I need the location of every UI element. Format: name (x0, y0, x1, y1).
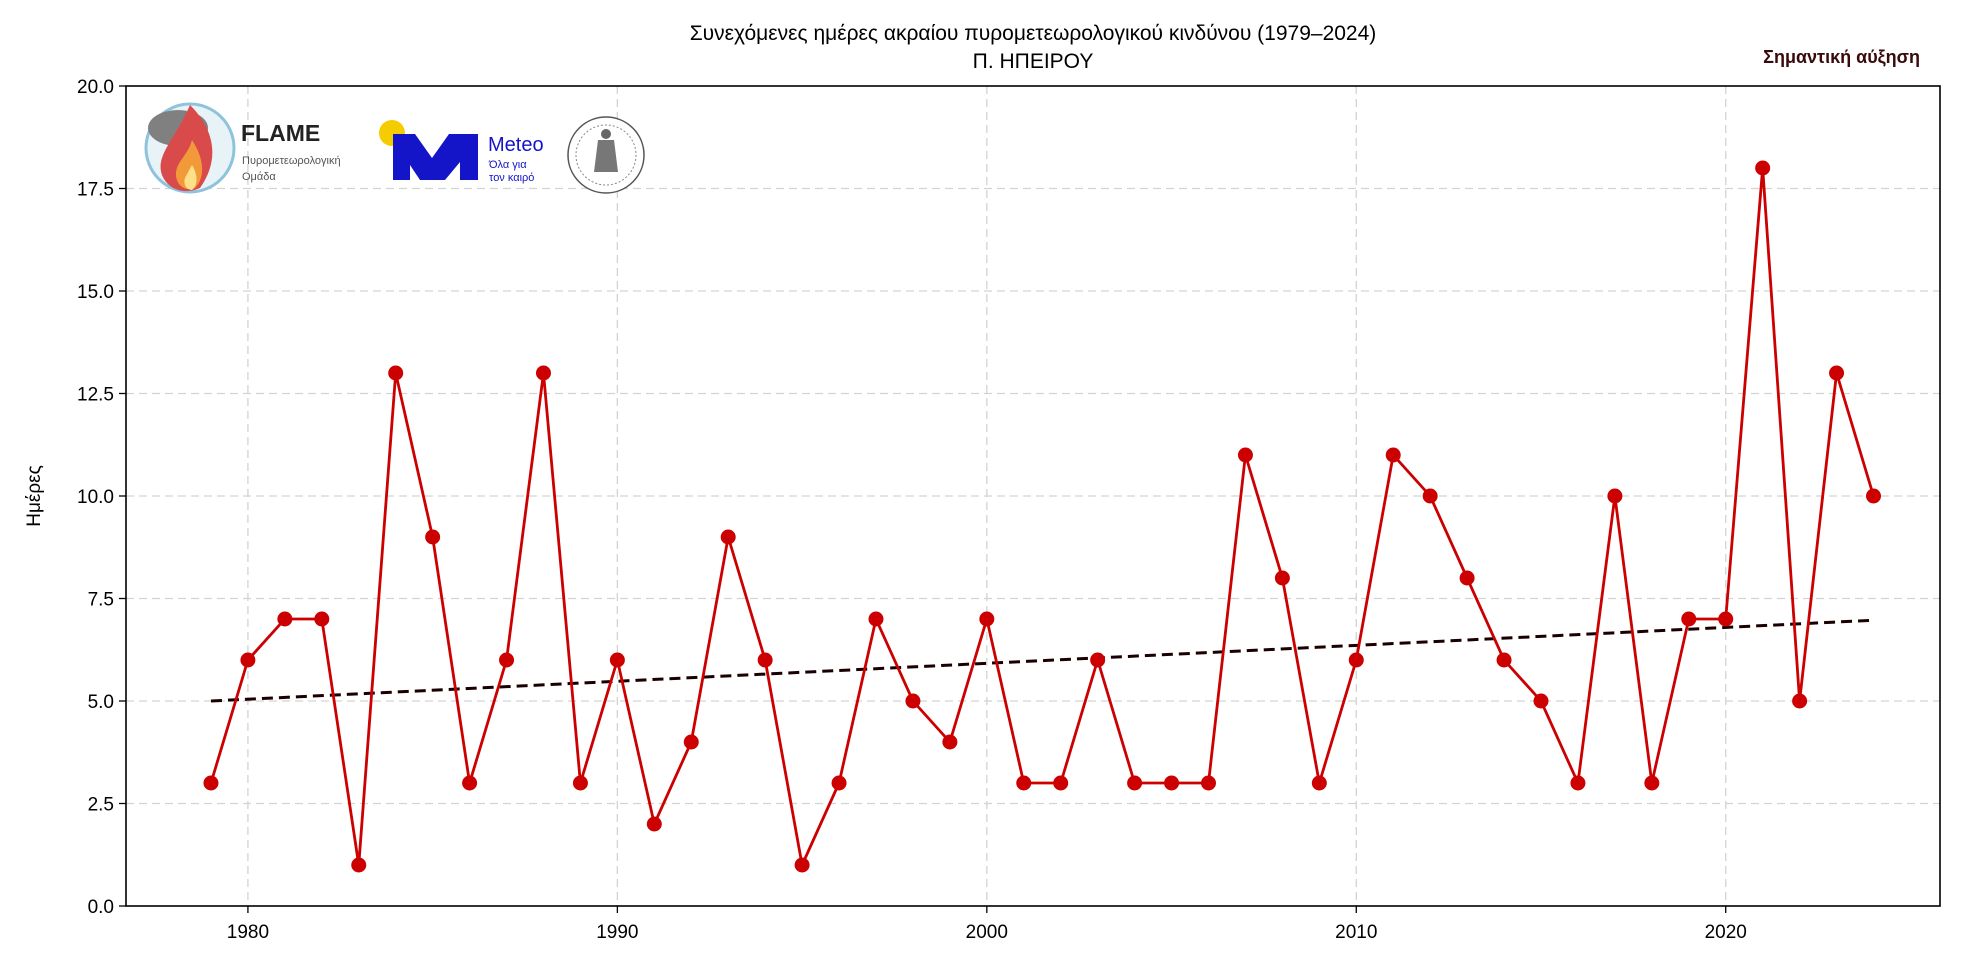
data-point-2018 (1644, 775, 1660, 791)
plot-frame (125, 85, 1941, 907)
data-point-1995 (794, 857, 810, 873)
data-point-1997 (868, 611, 884, 627)
data-point-1990 (609, 652, 625, 668)
y-tick-label: 5.0 (88, 692, 114, 713)
grid (126, 86, 1940, 906)
y-tick-label: 17.5 (77, 180, 114, 201)
data-point-1985 (425, 529, 441, 545)
data-point-2013 (1459, 570, 1475, 586)
x-tick-label: 1980 (227, 922, 269, 943)
y-tick-label: 15.0 (77, 282, 114, 303)
data-point-1996 (831, 775, 847, 791)
data-point-2024 (1865, 488, 1881, 504)
x-tick-label: 2020 (1705, 922, 1747, 943)
data-point-1994 (757, 652, 773, 668)
data-point-1998 (905, 693, 921, 709)
y-tick-label: 2.5 (88, 795, 114, 816)
data-point-1988 (535, 365, 551, 381)
data-point-1986 (462, 775, 478, 791)
data-point-2010 (1348, 652, 1364, 668)
y-tick-label: 7.5 (88, 590, 114, 611)
flame-logo-subtitle-1: Πυρομετεωρολογική (242, 155, 341, 167)
data-point-1992 (683, 734, 699, 750)
data-point-1991 (646, 816, 662, 832)
data-point-2002 (1053, 775, 1069, 791)
data-point-2005 (1164, 775, 1180, 791)
data-point-1989 (572, 775, 588, 791)
y-tick-label: 10.0 (77, 487, 114, 508)
data-point-2012 (1422, 488, 1438, 504)
observatory-seal-logo (567, 116, 645, 194)
data-point-1999 (942, 734, 958, 750)
data-point-2008 (1274, 570, 1290, 586)
x-tick-label: 2000 (966, 922, 1008, 943)
meteo-logo-name: Meteo (488, 134, 544, 156)
data-point-2015 (1533, 693, 1549, 709)
data-point-2003 (1090, 652, 1106, 668)
data-point-2009 (1311, 775, 1327, 791)
data-point-1982 (314, 611, 330, 627)
data-point-2004 (1127, 775, 1143, 791)
data-point-2022 (1792, 693, 1808, 709)
trend-line-path (210, 618, 1874, 703)
data-point-1987 (499, 652, 515, 668)
data-point-2020 (1718, 611, 1734, 627)
data-point-1979 (203, 775, 219, 791)
trend-line (210, 618, 1874, 703)
data-point-2001 (1016, 775, 1032, 791)
data-point-1984 (388, 365, 404, 381)
series-line (203, 160, 1881, 873)
data-point-2014 (1496, 652, 1512, 668)
meteo-logo-tagline-2: τον καιρό (489, 172, 534, 184)
series-line-path (209, 167, 1875, 870)
x-tick-label: 2010 (1335, 922, 1377, 943)
data-point-2019 (1681, 611, 1697, 627)
data-point-2023 (1829, 365, 1845, 381)
y-tick-label: 12.5 (77, 385, 114, 406)
flame-logo-name: FLAME (241, 120, 320, 146)
meteo-logo: Meteo Όλα για τον καιρό (379, 120, 544, 184)
data-point-2006 (1200, 775, 1216, 791)
data-point-2007 (1237, 447, 1253, 463)
data-point-1983 (351, 857, 367, 873)
meteo-logo-tagline-1: Όλα για (488, 159, 527, 171)
y-tick-label: 20.0 (77, 77, 114, 98)
data-point-1980 (240, 652, 256, 668)
data-point-2016 (1570, 775, 1586, 791)
flame-logo-subtitle-2: Ομάδα (242, 171, 276, 183)
x-tick-label: 1990 (596, 922, 638, 943)
data-point-1981 (277, 611, 293, 627)
chart-title: Συνεχόμενες ημέρες ακραίου πυρομετεωρολο… (690, 22, 1377, 45)
axis-ticks: 1980 1990 2000 2010 2020 0.0 2.5 5.0 7.5 10.0 12.5… (77, 77, 1747, 943)
data-point-2017 (1607, 488, 1623, 504)
trend-annotation: Σημαντική αύξηση (1763, 47, 1920, 68)
data-point-2021 (1755, 160, 1771, 176)
data-point-2000 (979, 611, 995, 627)
data-point-2011 (1385, 447, 1401, 463)
y-axis-label: Ημέρες (24, 465, 45, 527)
y-tick-label: 0.0 (88, 897, 114, 918)
data-point-1993 (720, 529, 736, 545)
chart-subtitle: Π. ΗΠΕΙΡΟΥ (973, 50, 1094, 73)
flame-logo: FLAME Πυρομετεωρολογική Ομάδα (144, 102, 341, 194)
